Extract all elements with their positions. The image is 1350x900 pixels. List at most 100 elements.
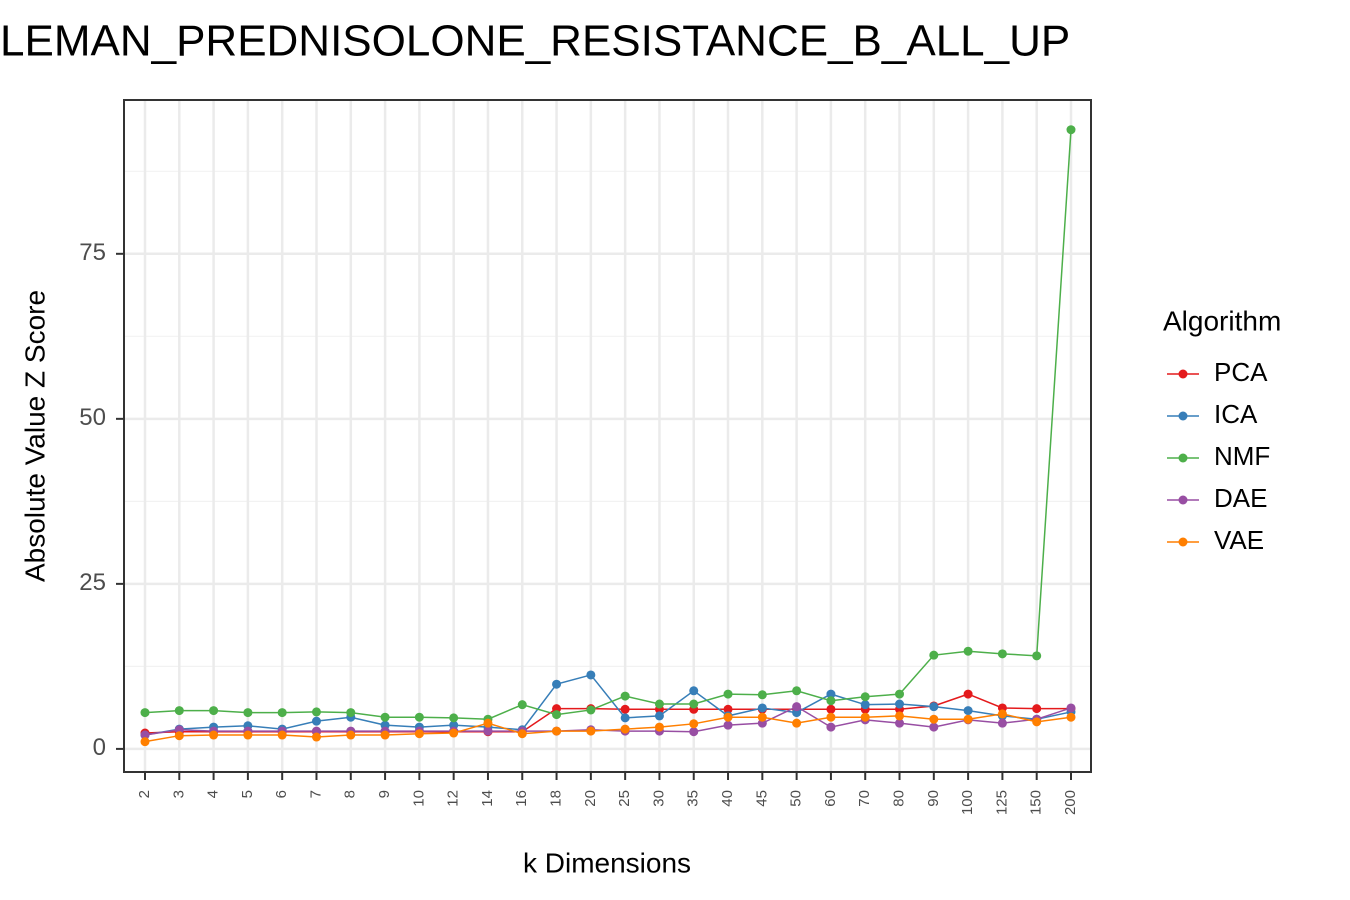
data-point: [620, 704, 630, 714]
x-tick-label: 16: [513, 790, 530, 807]
data-point: [311, 716, 321, 726]
data-point: [757, 703, 767, 713]
data-point: [895, 689, 905, 699]
x-tick-label: 30: [650, 790, 667, 807]
x-tick-label: 200: [1062, 790, 1079, 815]
data-point: [1032, 717, 1042, 727]
data-point: [792, 718, 802, 728]
y-tick-label: 50: [79, 404, 106, 431]
x-tick-label: 5: [239, 790, 256, 798]
data-point: [654, 722, 664, 732]
data-point: [929, 722, 939, 732]
data-point: [483, 726, 493, 736]
data-point: [792, 702, 802, 712]
data-point: [895, 718, 905, 728]
data-point: [963, 706, 973, 716]
x-tick-label: 150: [1028, 790, 1045, 815]
x-tick-label: 6: [273, 790, 290, 798]
data-point: [552, 726, 562, 736]
data-point: [140, 708, 150, 718]
data-point: [483, 718, 493, 728]
data-point: [826, 722, 836, 732]
data-point: [1066, 125, 1076, 135]
data-point: [243, 730, 253, 740]
data-point: [689, 686, 699, 696]
x-tick-label: 90: [925, 790, 942, 807]
data-point: [860, 700, 870, 710]
plot-border: [123, 99, 1092, 773]
data-point: [1032, 651, 1042, 661]
data-point: [414, 729, 424, 739]
data-point: [277, 730, 287, 740]
x-tick-label: 50: [788, 790, 805, 807]
data-point: [963, 646, 973, 656]
data-point: [997, 649, 1007, 659]
data-point: [552, 710, 562, 720]
data-point: [689, 719, 699, 729]
x-tick-label: 4: [205, 790, 222, 798]
series-line: [144, 713, 1072, 743]
x-tick-label: 14: [479, 790, 496, 807]
data-point: [174, 731, 184, 741]
data-point: [654, 699, 664, 709]
series-line: [144, 129, 1072, 720]
data-point: [860, 712, 870, 722]
data-point: [997, 709, 1007, 719]
x-tick-label: 40: [719, 790, 736, 807]
x-tick-label: 100: [959, 790, 976, 815]
chart-title: LEMAN_PREDNISOLONE_RESISTANCE_B_ALL_UP: [0, 17, 1070, 66]
data-point: [689, 699, 699, 709]
data-point: [929, 714, 939, 724]
x-tick-label: 125: [993, 790, 1010, 815]
data-point: [620, 691, 630, 701]
data-point: [929, 650, 939, 660]
x-tick-label: 70: [856, 790, 873, 807]
data-point: [586, 726, 596, 736]
data-point: [757, 690, 767, 700]
x-tick-label: 80: [890, 790, 907, 807]
data-point: [586, 705, 596, 715]
data-point: [826, 712, 836, 722]
data-point: [380, 712, 390, 722]
legend-marker: [1178, 453, 1188, 463]
data-point: [929, 702, 939, 712]
data-point: [346, 730, 356, 740]
y-tick-label: 0: [93, 734, 106, 761]
data-point: [757, 712, 767, 722]
data-point: [620, 713, 630, 723]
x-tick-label: 60: [822, 790, 839, 807]
legend-label: DAE: [1214, 483, 1267, 513]
x-tick-label: 25: [616, 790, 633, 807]
data-point: [174, 706, 184, 716]
data-point: [826, 696, 836, 706]
legend-marker: [1178, 495, 1188, 505]
data-point: [997, 718, 1007, 728]
data-point: [277, 708, 287, 718]
legend-label: PCA: [1214, 357, 1268, 387]
data-point: [380, 730, 390, 740]
data-point: [346, 708, 356, 718]
data-point: [449, 728, 459, 738]
data-point: [209, 706, 219, 716]
legend-label: VAE: [1214, 525, 1264, 555]
data-point: [517, 729, 527, 739]
data-point: [1032, 704, 1042, 714]
data-point: [826, 704, 836, 714]
legend-marker: [1178, 537, 1188, 547]
data-point: [654, 711, 664, 721]
x-tick-label: 45: [753, 790, 770, 807]
data-point: [895, 699, 905, 709]
data-point: [311, 707, 321, 717]
x-axis-title: k Dimensions: [523, 847, 691, 878]
data-point: [723, 689, 733, 699]
data-point: [723, 712, 733, 722]
x-tick-label: 12: [445, 790, 462, 807]
x-tick-label: 8: [342, 790, 359, 798]
data-point: [243, 708, 253, 718]
data-point: [140, 730, 150, 740]
data-point: [209, 730, 219, 740]
data-point: [963, 714, 973, 724]
